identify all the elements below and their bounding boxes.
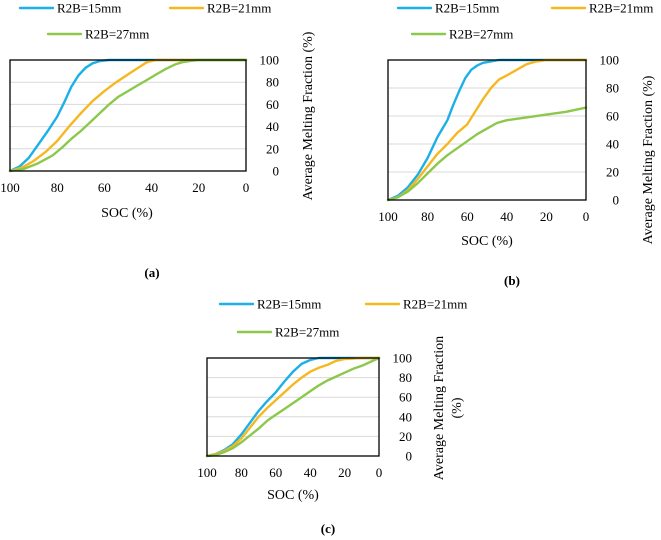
- x-tick-label: 0: [583, 209, 590, 224]
- x-tick-label: 20: [192, 180, 205, 195]
- y-tick-label: 40: [606, 137, 619, 152]
- x-tick-label: 60: [461, 209, 474, 224]
- y-tick-label: 40: [399, 409, 412, 424]
- x-tick-label: 20: [540, 209, 553, 224]
- chart-2: 100 80 60 40 20 0 0 20 40 60 80 100 SOC (%) Average M…: [378, 1, 656, 289]
- x-tick-label: 60: [269, 465, 282, 480]
- x-tick-label: 40: [500, 209, 513, 224]
- y-tick-label: 100: [393, 351, 413, 366]
- chart-caption: (c): [321, 521, 335, 536]
- x-tick-label: 80: [51, 180, 64, 195]
- chart-caption: (b): [504, 273, 520, 288]
- y-tick-label: 80: [266, 75, 279, 90]
- x-tick-label: 80: [235, 465, 248, 480]
- series-line-r2b-15mm: [205, 356, 381, 458]
- legend-label: R2B=27mm: [449, 27, 513, 42]
- legend-label: R2B=21mm: [589, 1, 653, 16]
- x-tick-label: 100: [378, 209, 398, 224]
- x-tick-label: 80: [421, 209, 434, 224]
- series-line-r2b-27mm: [8, 58, 248, 173]
- y-tick-label: 80: [399, 370, 412, 385]
- legend-label: R2B=15mm: [257, 297, 321, 312]
- y-tick-label: 100: [260, 53, 280, 68]
- plot-frame: [387, 59, 587, 201]
- legend-label: R2B=15mm: [57, 1, 121, 16]
- y-axis-label: Average Melting Fraction (%): [432, 336, 465, 480]
- x-tick-label: 0: [243, 180, 250, 195]
- y-axis-label-line: (%): [450, 397, 465, 418]
- x-axis-label: SOC (%): [267, 488, 319, 503]
- y-tick-label: 60: [399, 390, 412, 405]
- y-tick-label: 60: [266, 97, 279, 112]
- y-tick-label: 40: [266, 119, 279, 134]
- chart-1: 100 80 60 40 20 0 0 20 40 60 80 100 SOC (%) Average M…: [0, 1, 316, 281]
- x-tick-label: 60: [98, 180, 111, 195]
- x-tick-label: 100: [197, 465, 217, 480]
- legend-label: R2B=27mm: [275, 325, 339, 340]
- legend-label: R2B=15mm: [435, 1, 499, 16]
- y-axis-label-line: Average Melting Fraction: [432, 336, 447, 480]
- y-axis-label: Average Melting Fraction (%): [641, 75, 656, 244]
- y-tick-label: 0: [406, 449, 413, 464]
- y-tick-label: 100: [600, 53, 620, 68]
- legend-label: R2B=27mm: [85, 27, 149, 42]
- chart-3: 100 80 60 40 20 0 0 20 40 60 80 100 SOC (%) Average M…: [197, 297, 467, 537]
- y-tick-label: 20: [606, 165, 619, 180]
- y-tick-label: 80: [606, 81, 619, 96]
- legend-label: R2B=21mm: [403, 297, 467, 312]
- series-line-r2b-21mm: [205, 356, 381, 458]
- y-tick-label: 0: [273, 164, 280, 179]
- x-tick-label: 40: [145, 180, 158, 195]
- x-axis-label: SOC (%): [101, 206, 153, 221]
- chart-caption: (a): [144, 265, 159, 280]
- x-tick-label: 0: [376, 465, 383, 480]
- x-axis-label: SOC (%): [461, 234, 513, 249]
- y-tick-label: 20: [399, 429, 412, 444]
- y-tick-label: 0: [613, 193, 620, 208]
- plot-frame: [206, 357, 380, 457]
- series-line-r2b-21mm: [386, 58, 588, 202]
- y-tick-label: 60: [606, 109, 619, 124]
- plot-frame: [9, 59, 247, 172]
- series-line-r2b-15mm: [8, 58, 248, 173]
- legend-label: R2B=21mm: [207, 1, 271, 16]
- y-axis-label: Average Melting Fraction (%): [301, 31, 316, 200]
- x-tick-label: 40: [304, 465, 317, 480]
- series-line-r2b-27mm: [205, 356, 381, 458]
- x-tick-label: 100: [0, 180, 20, 195]
- series-line-r2b-27mm: [386, 106, 588, 202]
- y-tick-label: 20: [266, 141, 279, 156]
- series-line-r2b-21mm: [8, 58, 248, 173]
- x-tick-label: 20: [338, 465, 351, 480]
